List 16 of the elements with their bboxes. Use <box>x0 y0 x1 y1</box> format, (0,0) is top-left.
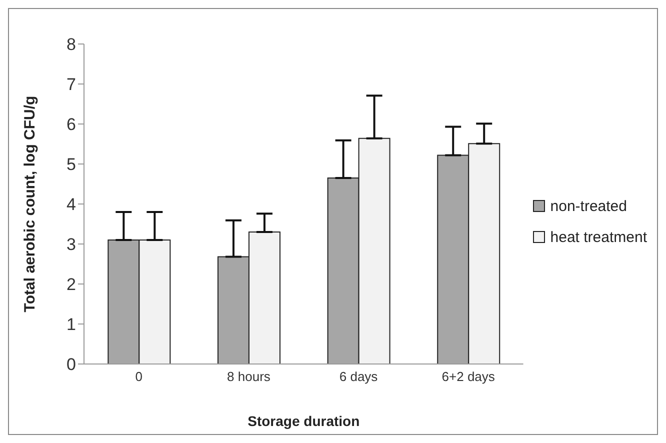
legend-label: heat treatment <box>550 228 647 246</box>
x-tick-label: 6+2 days <box>442 369 496 384</box>
legend-label: non-treated <box>550 198 627 214</box>
y-tick-label: 1 <box>66 315 76 334</box>
y-tick-label: 5 <box>66 155 76 174</box>
y-axis-title: Total aerobic count, log CFU/g <box>21 96 38 312</box>
x-tick-label: 8 hours <box>227 369 271 384</box>
y-tick-label: 7 <box>66 75 76 94</box>
y-tick-label: 8 <box>66 35 76 54</box>
y-tick-label: 6 <box>66 115 76 134</box>
y-tick-label: 4 <box>66 195 76 214</box>
x-tick-label: 6 days <box>339 369 378 384</box>
x-axis-title: Storage duration <box>248 413 360 429</box>
x-tick-label: 0 <box>135 369 143 384</box>
y-tick-label: 3 <box>66 235 76 254</box>
y-tick-label: 2 <box>66 275 76 294</box>
